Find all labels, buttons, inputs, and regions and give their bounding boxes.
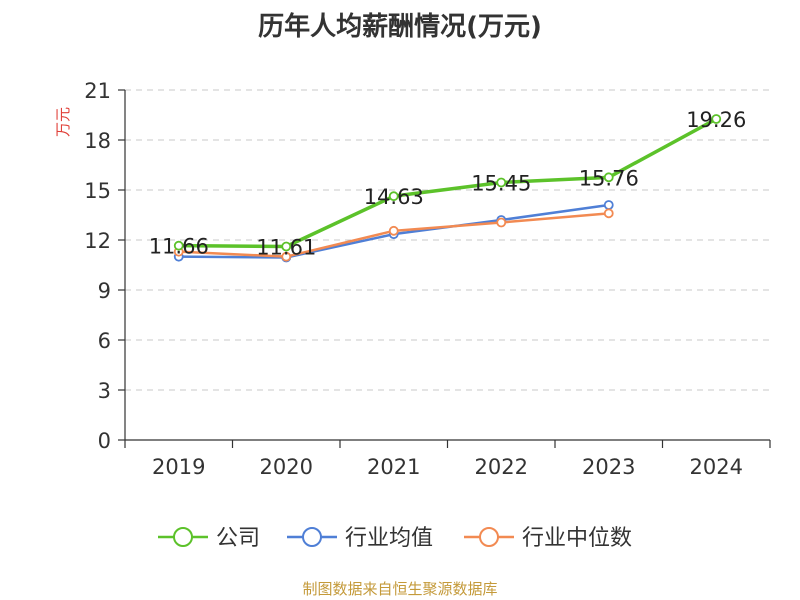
legend-company: 公司 bbox=[158, 526, 260, 551]
y-tick-label: 15 bbox=[84, 179, 111, 203]
legend-marker bbox=[173, 527, 193, 547]
grid-lines bbox=[125, 89, 770, 391]
legend-industry-median: 行业中位数 bbox=[464, 526, 632, 551]
data-label: 19.26 bbox=[686, 108, 746, 132]
data-point bbox=[496, 217, 507, 228]
data-point bbox=[388, 225, 399, 236]
data-labels: 11.66 11.61 14.63 15.45 15.76 19.26 bbox=[149, 108, 747, 260]
legend-label: 行业中位数 bbox=[522, 526, 632, 551]
y-tick-label: 6 bbox=[98, 329, 111, 353]
data-label: 15.45 bbox=[471, 172, 531, 196]
data-point bbox=[281, 241, 292, 252]
axes: 0 3 6 9 12 15 18 21 2019 2020 2021 2022 2023 2024 bbox=[84, 79, 771, 479]
x-tick-label: 2024 bbox=[690, 455, 743, 479]
series-lines bbox=[173, 114, 722, 263]
legend-marker bbox=[479, 527, 499, 547]
data-label: 15.76 bbox=[579, 166, 639, 190]
data-point bbox=[496, 177, 507, 188]
series-line-0 bbox=[178, 117, 718, 249]
data-point bbox=[173, 240, 184, 251]
y-tick-label: 0 bbox=[98, 429, 111, 453]
data-label: 11.61 bbox=[256, 236, 316, 260]
legend-label: 公司 bbox=[216, 526, 260, 551]
data-point bbox=[603, 200, 614, 210]
y-tick-label: 9 bbox=[98, 279, 111, 303]
chart-title: 历年人均薪酬情况(万元) bbox=[258, 12, 542, 42]
data-point bbox=[388, 191, 399, 202]
y-tick-label: 18 bbox=[84, 129, 111, 153]
legend-marker bbox=[302, 527, 322, 547]
source-footer: 制图数据来自恒生聚源数据库 bbox=[302, 580, 498, 598]
data-point bbox=[711, 114, 722, 124]
y-tick-label: 3 bbox=[98, 379, 111, 403]
x-tick-label: 2020 bbox=[260, 455, 313, 479]
y-axis-label: 万元 bbox=[54, 107, 72, 137]
data-label: 11.66 bbox=[149, 235, 209, 259]
data-point bbox=[603, 208, 614, 219]
legend: 公司 行业均值 行业中位数 bbox=[158, 526, 632, 551]
x-tick-label: 2021 bbox=[367, 455, 420, 479]
x-tick-label: 2022 bbox=[475, 455, 528, 479]
data-label: 14.63 bbox=[364, 185, 424, 209]
data-point bbox=[281, 251, 292, 262]
y-tick-label: 12 bbox=[84, 229, 111, 253]
legend-industry-mean: 行业均值 bbox=[287, 526, 433, 551]
legend-label: 行业均值 bbox=[345, 526, 433, 551]
x-tick-label: 2023 bbox=[582, 455, 635, 479]
y-tick-label: 21 bbox=[84, 79, 111, 103]
x-tick-label: 2019 bbox=[152, 455, 205, 479]
data-point bbox=[603, 172, 614, 183]
